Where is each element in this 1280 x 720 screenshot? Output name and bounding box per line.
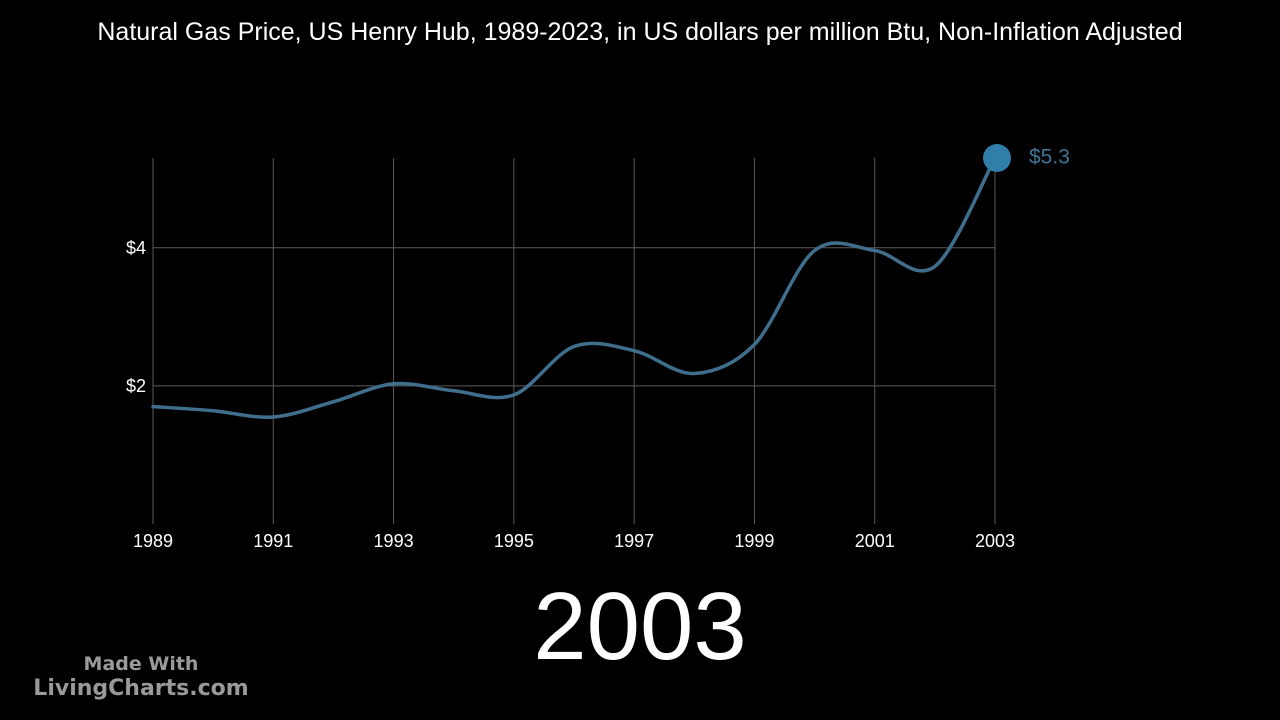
x-tick-label: 1997 [614,531,654,551]
current-value-marker [983,144,1011,172]
current-value-label: $5.3 [1029,146,1070,169]
x-tick-label: 2003 [975,531,1015,551]
x-tick-label: 1993 [374,531,414,551]
y-axis-tick-labels: $2 $4 [126,238,146,396]
x-gridlines [152,158,996,524]
price-series-line [151,156,997,419]
watermark-line1: Made With [83,653,199,675]
current-year-display: 2003 [533,573,747,680]
x-axis-tick-labels: 1989 1991 1993 1995 1997 1999 2001 2003 [133,531,1015,551]
y-gridlines [153,247,995,387]
x-tick-label: 1999 [734,531,774,551]
watermark-line2: LivingCharts.com [33,676,249,701]
x-tick-label: 1991 [253,531,293,551]
x-tick-label: 2001 [855,531,895,551]
watermark: Made With LivingCharts.com [18,652,264,702]
x-tick-label: 1995 [494,531,534,551]
y-tick-label: $2 [126,376,146,396]
x-tick-label: 1989 [133,531,173,551]
y-tick-label: $4 [126,238,146,258]
chart-title: Natural Gas Price, US Henry Hub, 1989-20… [97,18,1183,46]
